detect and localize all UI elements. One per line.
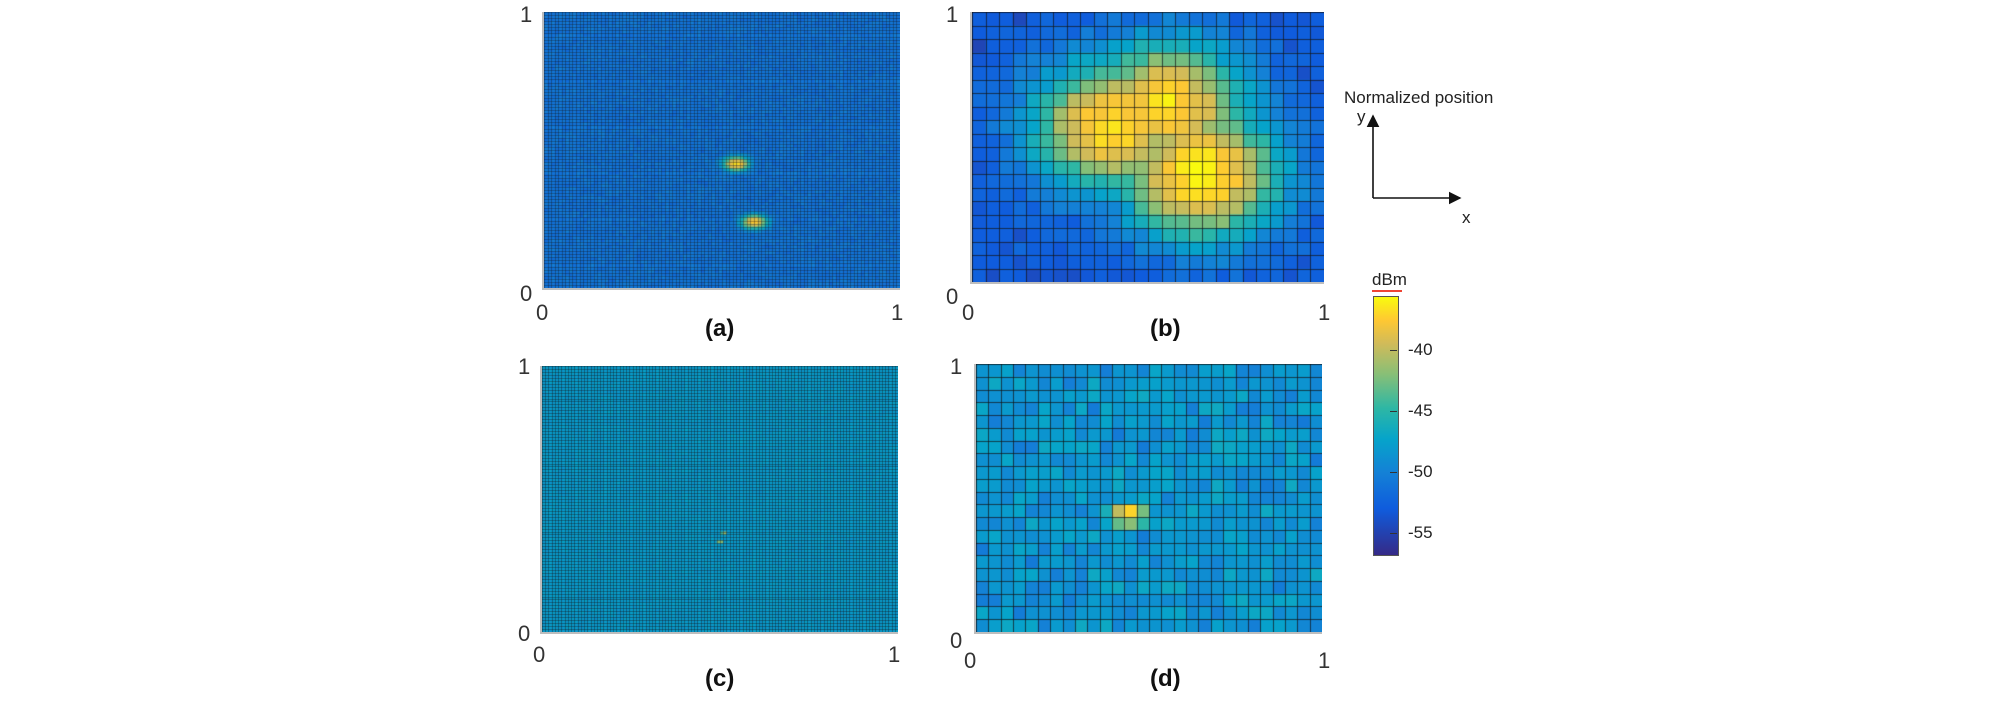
- heatmap-b-xtick-right: 1: [1318, 300, 1331, 325]
- heatmap-c-xtick-right: 1: [888, 642, 901, 667]
- heatmap-a-cells: [544, 12, 900, 288]
- colorbar-tickline-4: [1390, 533, 1397, 534]
- heatmap-c-ytick-bottom: 0: [518, 621, 531, 646]
- heatmap-c-ytick-top: 1: [518, 354, 531, 379]
- colorbar-tick-2: -45: [1408, 401, 1433, 420]
- colorbar-unit-underline: [1372, 290, 1402, 292]
- heatmap-b-xtick-left: 0: [962, 300, 975, 325]
- axes-legend-title: Normalized position: [1344, 88, 1494, 107]
- heatmap-c-cells: [542, 366, 898, 632]
- heatmap-a: [542, 12, 900, 290]
- heatmap-c: [540, 366, 898, 634]
- panel-label-a: (a): [705, 315, 735, 342]
- panel-label-c: (c): [705, 665, 735, 692]
- colorbar-unit: dBm: [1372, 270, 1407, 289]
- heatmap-a-xtick-right: 1: [891, 300, 904, 325]
- colorbar-tick-3: -50: [1408, 462, 1433, 481]
- heatmap-b-cells: [972, 12, 1324, 282]
- colorbar-tickline-2: [1390, 411, 1397, 412]
- colorbar: [1373, 296, 1399, 556]
- heatmap-a-ytick-bottom: 0: [520, 281, 533, 306]
- panel-label-d: (d): [1150, 665, 1181, 692]
- colorbar-tickline-3: [1390, 472, 1397, 473]
- colorbar-tick-1: -40: [1408, 340, 1433, 359]
- heatmap-d-xtick-right: 1: [1318, 648, 1331, 673]
- axes-legend-y-label: y: [1357, 107, 1366, 126]
- panel-label-b: (b): [1150, 315, 1181, 342]
- heatmap-b: [970, 12, 1324, 284]
- heatmap-d-ytick-top: 1: [950, 354, 963, 379]
- heatmap-d-ytick-bottom: 0: [950, 628, 963, 653]
- heatmap-c-xtick-left: 0: [533, 642, 546, 667]
- heatmap-d: [974, 364, 1322, 634]
- axes-legend-x-label: x: [1462, 208, 1471, 227]
- heatmap-d-cells: [976, 364, 1322, 632]
- colorbar-tick-4: -55: [1408, 523, 1433, 542]
- heatmap-a-ytick-top: 1: [520, 2, 533, 27]
- axes-legend-arrows: [1366, 114, 1462, 205]
- heatmap-b-ytick-top: 1: [946, 2, 959, 27]
- colorbar-tickline-1: [1390, 350, 1397, 351]
- heatmap-b-ytick-bottom: 0: [946, 284, 959, 309]
- heatmap-d-xtick-left: 0: [964, 648, 977, 673]
- heatmap-a-xtick-left: 0: [536, 300, 549, 325]
